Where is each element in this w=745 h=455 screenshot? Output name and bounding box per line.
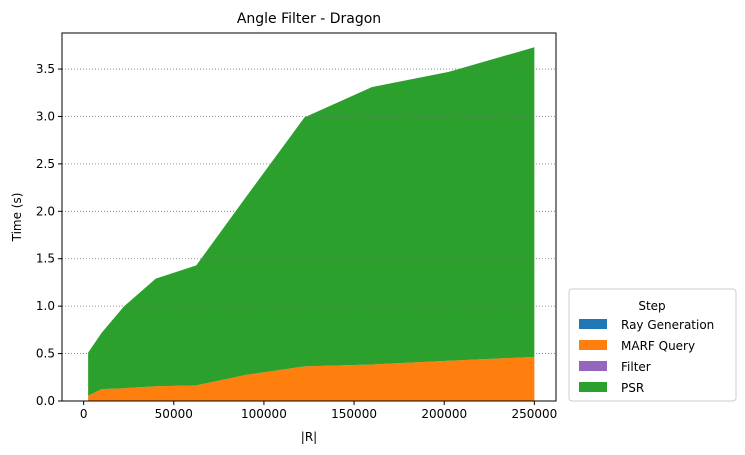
legend-swatch <box>579 361 607 371</box>
area-series-1 <box>88 356 535 401</box>
chart-title: Angle Filter - Dragon <box>237 11 381 27</box>
y-tick-label: 0.5 <box>36 347 55 361</box>
x-tick-label: 50000 <box>155 407 193 421</box>
y-tick-label: 1.0 <box>36 299 55 313</box>
legend-label: Filter <box>621 360 651 374</box>
legend-title: Step <box>638 299 665 313</box>
y-axis-ticks: 0.0 0.5 1.0 1.5 2.0 2.5 3.0 3.5 <box>36 62 62 408</box>
y-tick-label: 3.5 <box>36 62 55 76</box>
x-axis-label: |R| <box>301 430 317 444</box>
y-tick-label: 1.5 <box>36 252 55 266</box>
x-tick-label: 200000 <box>421 407 467 421</box>
x-tick-label: 150000 <box>331 407 377 421</box>
legend-swatch <box>579 340 607 350</box>
plot-frame <box>61 32 557 402</box>
x-tick-label: 100000 <box>241 407 287 421</box>
y-tick-label: 2.5 <box>36 157 55 171</box>
legend-swatch <box>579 382 607 392</box>
y-tick-label: 3.0 <box>36 109 55 123</box>
legend-label: MARF Query <box>621 339 695 353</box>
legend-box <box>568 288 737 402</box>
legend: Step Ray Generation MARF Query Filter PSR <box>568 288 737 402</box>
plot-areas <box>88 47 535 401</box>
y-tick-label: 0.0 <box>36 394 55 408</box>
legend-label: PSR <box>621 381 644 395</box>
x-axis-ticks: 0 50000 100000 150000 200000 250000 <box>80 401 557 421</box>
legend-label: Ray Generation <box>621 318 714 332</box>
y-tick-label: 2.0 <box>36 204 55 218</box>
x-tick-label: 250000 <box>511 407 557 421</box>
y-axis-label: Time (s) <box>10 193 24 243</box>
area-series-3 <box>88 47 535 396</box>
x-tick-label: 0 <box>80 407 88 421</box>
legend-swatch <box>579 319 607 329</box>
